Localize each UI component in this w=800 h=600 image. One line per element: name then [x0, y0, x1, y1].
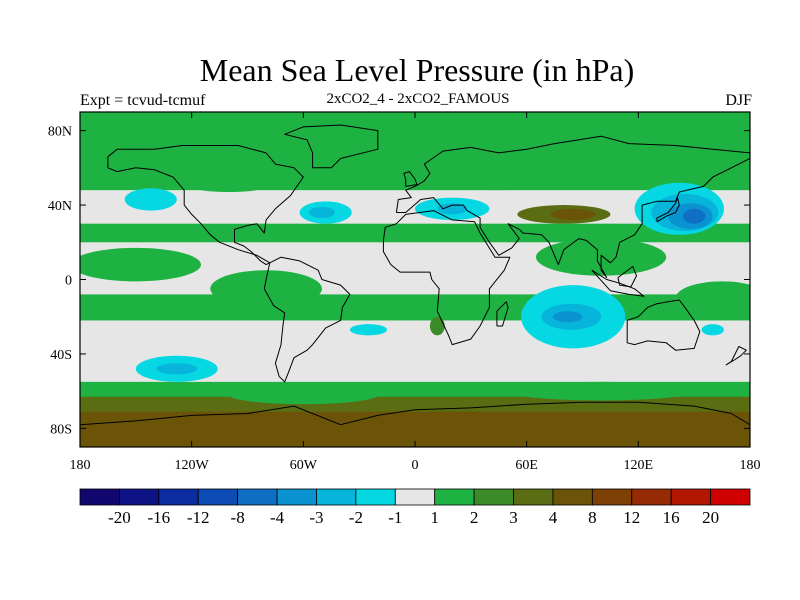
colorbar: -20 -16 -12 -8 -4 -3 -2 -1 1 2 3 4 8 12 16 20 — [79, 488, 751, 527]
colorbar-label: -8 — [231, 508, 245, 527]
season-label: DJF — [725, 92, 752, 109]
coastline-12 — [617, 266, 637, 288]
colorbar-label: -2 — [349, 508, 363, 527]
coastline-10 — [725, 346, 747, 366]
colorbar-swatch — [79, 488, 120, 506]
drake-green — [228, 385, 378, 405]
coastline-5 — [626, 299, 701, 351]
lat-tick-label: 80N — [48, 125, 72, 140]
colorbar-swatch — [119, 488, 160, 506]
colorbar-label: -4 — [270, 508, 285, 527]
colorbar-label: -12 — [187, 508, 210, 527]
colorbar-swatch — [670, 488, 711, 506]
colorbar-label: 2 — [470, 508, 479, 527]
colorbar-swatch — [158, 488, 199, 506]
coastline-0 — [107, 145, 304, 266]
lon-tick-label: 0 — [412, 458, 419, 473]
tropical-pacific-green — [80, 247, 201, 282]
eurasia-green — [424, 164, 574, 191]
coastline-11 — [591, 269, 645, 297]
colorbar-swatch — [355, 488, 396, 506]
north-atlantic-low-core — [308, 206, 335, 219]
coastline-4 — [382, 210, 511, 346]
west-pacific-low-core — [683, 208, 706, 224]
colorbar-label: -20 — [108, 508, 131, 527]
lat-tick-label: 80S — [50, 422, 72, 437]
lon-tick-label: 60W — [290, 458, 318, 473]
lat-tick-label: 40S — [50, 348, 72, 363]
coastline-6 — [80, 401, 750, 426]
colorbar-label: 16 — [663, 508, 680, 527]
asia-high-brown — [550, 208, 596, 220]
colorbar-swatch — [197, 488, 239, 506]
south-atlantic-low — [349, 324, 388, 336]
coastlines — [80, 124, 750, 426]
south-indian-low-core — [552, 311, 583, 323]
colorbar-swatch — [710, 488, 751, 506]
north-pacific-low-cyan — [124, 188, 177, 211]
colorbar-label: 3 — [509, 508, 518, 527]
colorbar-label: 4 — [549, 508, 558, 527]
colorbar-label: -3 — [309, 508, 323, 527]
lat-tick-label: 0 — [65, 274, 72, 289]
south-pacific-low-core — [156, 363, 198, 375]
colorbar-swatch — [513, 488, 554, 506]
colorbar-label: -1 — [388, 508, 402, 527]
colorbar-label: 1 — [430, 508, 439, 527]
coastline-7 — [496, 301, 509, 327]
coastline-2 — [263, 256, 351, 383]
colorbar-label: 8 — [588, 508, 597, 527]
experiment-label: Expt = tcvud-tcmuf — [80, 92, 206, 109]
colorbar-swatch — [394, 488, 436, 506]
colorbar-label: 12 — [623, 508, 640, 527]
south-indian-green — [508, 381, 695, 401]
mediterranean-low-core — [437, 203, 468, 215]
colorbar-swatch — [316, 488, 357, 506]
north-atlantic-green — [359, 139, 453, 159]
lat-tick-label: 40N — [48, 199, 72, 214]
colorbar-swatch — [552, 488, 593, 506]
coastline-9 — [403, 171, 418, 187]
pressure-field — [80, 112, 750, 447]
lon-tick-label: 180 — [740, 458, 761, 473]
west-pacific-green — [675, 281, 750, 315]
colorbar-swatch — [434, 488, 475, 506]
coastline-1 — [284, 124, 379, 169]
north-america-green — [182, 173, 276, 193]
colorbar-label: -16 — [147, 508, 170, 527]
south-america-green — [210, 270, 322, 308]
australia-east-low — [701, 324, 724, 336]
colorbar-swatch — [473, 488, 514, 506]
lon-tick-label: 60E — [515, 458, 538, 473]
lon-tick-label: 120W — [175, 458, 210, 473]
lon-tick-label: 120E — [624, 458, 654, 473]
south-atlantic-high — [429, 316, 445, 336]
colorbar-swatch — [276, 488, 317, 506]
colorbar-swatch — [631, 488, 672, 506]
coastline-8 — [656, 197, 680, 223]
colorbar-label: 20 — [702, 508, 719, 527]
map-axes: 180 120W 60W 0 60E 120E 180 80N 40N 0 40S 80S — [48, 112, 761, 473]
colorbar-swatch — [237, 488, 278, 506]
chart-subtitle: 2xCO2_4 - 2xCO2_FAMOUS — [326, 91, 510, 107]
colorbar-swatch — [591, 488, 633, 506]
chart-title: Mean Sea Level Pressure (in hPa) — [199, 52, 635, 88]
coastline-3 — [395, 135, 750, 279]
lon-tick-label: 180 — [70, 458, 91, 473]
